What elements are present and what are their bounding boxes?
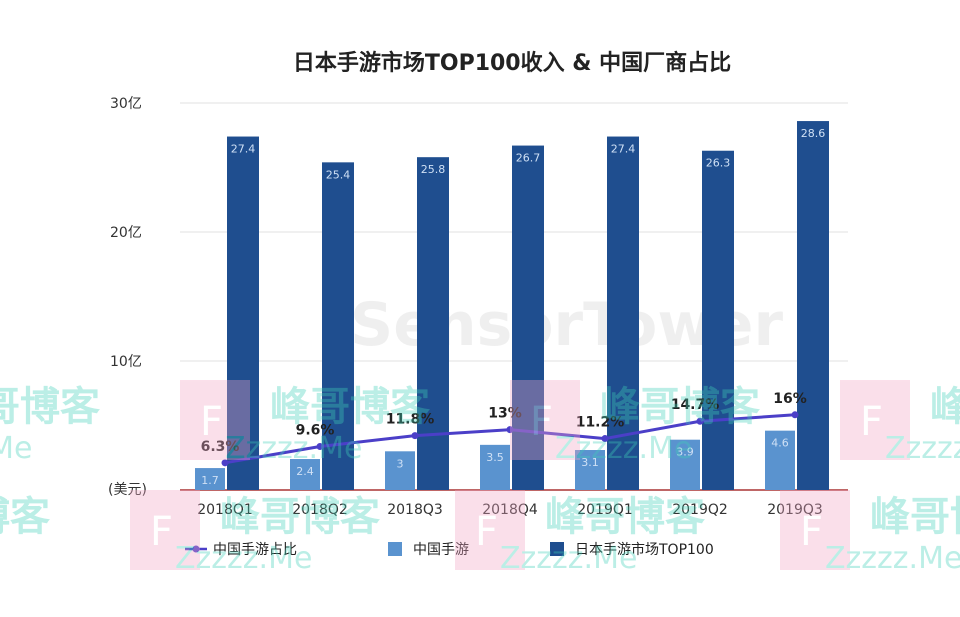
x-tick-label: 2018Q1 (197, 502, 253, 518)
watermark-badge (455, 490, 525, 570)
watermark-text: 峰哥博客 (270, 384, 430, 430)
line-label: 6.3% (201, 439, 240, 455)
watermark-letter: F (800, 509, 823, 555)
bar-japan (322, 162, 354, 490)
bar-label-china: 1.7 (201, 474, 219, 487)
watermark-url: Zzzzz.Me (825, 541, 960, 576)
line-point (316, 442, 324, 450)
bar-japan (607, 136, 639, 491)
line-label: 11.2% (576, 415, 625, 431)
watermark-letter: F (860, 399, 883, 445)
watermark-text: 峰哥博客 (600, 384, 760, 430)
bar-china (385, 451, 415, 490)
y-tick-label: 10亿 (110, 354, 142, 370)
chart-title: 日本手游市场TOP100收入 & 中国厂商占比 (293, 50, 731, 76)
line-point (411, 432, 419, 440)
line-point (221, 459, 229, 467)
watermark-url: Zzzzz.Me (175, 541, 312, 576)
x-tick-label: 2019Q1 (577, 502, 633, 518)
line-label: 11.8% (386, 412, 435, 428)
watermark-url: Zzzzz.Me (885, 431, 960, 466)
line-point (506, 426, 514, 434)
watermark-letter: F (475, 509, 498, 555)
x-tick-label: 2018Q3 (387, 502, 443, 518)
bar-china (765, 430, 795, 490)
bar-china (290, 459, 320, 490)
bar-label-japan: 25.8 (421, 163, 446, 176)
watermark-url: Zzzzz.Me (555, 431, 692, 466)
line-point (791, 411, 799, 419)
bar-china (480, 444, 510, 490)
watermark-text: 峰哥博客 (0, 384, 100, 430)
x-tick-label: 2019Q3 (767, 502, 823, 518)
legend-label: 中国手游 (413, 542, 469, 558)
watermark-text: 峰哥博客 (930, 384, 960, 430)
bar-china (670, 439, 700, 490)
bar-label-japan: 25.4 (326, 168, 351, 181)
watermark-letter: F (530, 399, 553, 445)
legend-label: 日本手游市场TOP100 (575, 541, 714, 558)
watermark-url: Zzzzz.Me (225, 431, 362, 466)
unit-label: (美元) (108, 482, 147, 498)
watermark-badge (510, 380, 580, 460)
watermark-text: 峰哥博客 (220, 494, 380, 540)
legend-line-marker (192, 545, 200, 553)
x-tick-label: 2018Q4 (482, 502, 538, 518)
bar-label-china: 3.9 (676, 446, 694, 459)
bar-japan (797, 121, 829, 490)
line-label: 14.7% (671, 397, 720, 413)
watermark-letter: F (150, 509, 173, 555)
watermark-badge (130, 490, 200, 570)
watermark-url: Zzzzz.Me (500, 541, 637, 576)
bar-label-japan: 28.6 (801, 127, 826, 140)
watermark-badge (840, 380, 910, 460)
bar-label-china: 3.1 (581, 456, 599, 469)
bar-label-china: 2.4 (296, 465, 314, 478)
watermark-text: 峰哥博客 (870, 494, 960, 540)
legend-swatch (388, 542, 402, 556)
watermark-letter: F (200, 399, 223, 445)
line-point (601, 435, 609, 443)
legend-swatch (550, 542, 564, 556)
line-label: 9.6% (296, 422, 335, 438)
bar-label-japan: 26.7 (516, 152, 541, 165)
y-tick-label: 20亿 (110, 225, 142, 241)
line-point (696, 417, 704, 425)
watermark-url: Zzzzz.Me (0, 431, 32, 466)
bar-china (195, 468, 225, 490)
watermark-text: 峰哥博客 (0, 494, 50, 540)
bar-label-japan: 27.4 (231, 143, 256, 156)
y-tick-label: 30亿 (110, 96, 142, 112)
line-label: 13% (488, 406, 522, 422)
bar-japan (227, 136, 259, 491)
legend-label: 中国手游占比 (213, 542, 297, 558)
bar-label-china: 3 (397, 457, 404, 470)
watermark-badge (180, 380, 250, 460)
bar-label-japan: 27.4 (611, 143, 636, 156)
bar-china (575, 450, 605, 490)
x-tick-label: 2018Q2 (292, 502, 348, 518)
x-tick-label: 2019Q2 (672, 502, 728, 518)
bar-label-china: 3.5 (486, 451, 504, 464)
line-label: 16% (773, 391, 807, 407)
bar-japan (417, 157, 449, 490)
watermark-badge (780, 490, 850, 570)
bar-japan (702, 150, 734, 491)
bar-label-china: 4.6 (771, 437, 789, 450)
bar-label-japan: 26.3 (706, 157, 731, 170)
watermark-text: 峰哥博客 (545, 494, 705, 540)
